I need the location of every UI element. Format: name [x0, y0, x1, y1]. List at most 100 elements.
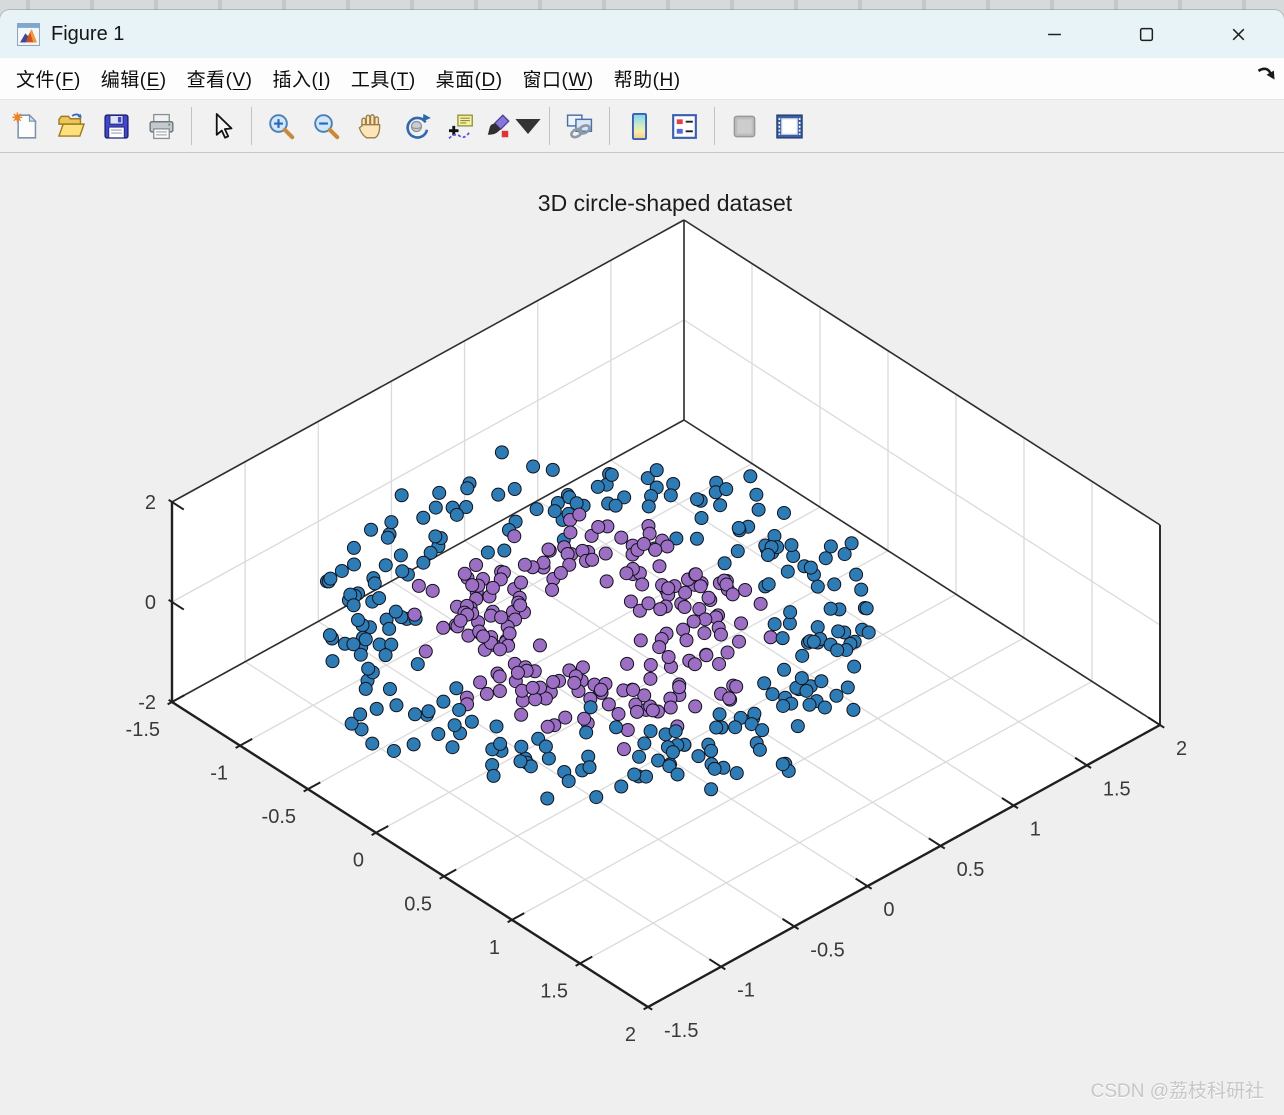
scatter-point[interactable] — [799, 683, 814, 698]
scatter-point[interactable] — [514, 575, 528, 590]
scatter-point[interactable] — [358, 632, 373, 647]
scatter-point[interactable] — [346, 637, 361, 652]
scatter-point[interactable] — [689, 531, 704, 546]
scatter-point[interactable] — [365, 736, 380, 751]
scatter-point[interactable] — [614, 779, 629, 794]
scatter-point[interactable] — [760, 548, 775, 563]
scatter-point[interactable] — [713, 498, 728, 513]
scatter-point[interactable] — [861, 625, 876, 640]
scatter-point[interactable] — [344, 716, 359, 731]
scatter-point[interactable] — [837, 547, 852, 562]
scatter-point[interactable] — [729, 766, 744, 781]
scatter-point[interactable] — [761, 577, 776, 592]
scatter-point[interactable] — [486, 768, 501, 783]
scatter-point[interactable] — [353, 707, 368, 722]
insert-colorbar-button[interactable] — [617, 105, 662, 147]
scatter-point[interactable] — [795, 648, 810, 663]
scatter-point[interactable] — [730, 544, 745, 559]
scatter-point[interactable] — [465, 578, 480, 593]
scatter-point[interactable] — [457, 566, 472, 581]
scatter-point[interactable] — [428, 500, 443, 515]
scatter-point[interactable] — [436, 694, 451, 709]
scatter-point[interactable] — [728, 720, 743, 735]
scatter-point[interactable] — [717, 556, 732, 571]
scatter-point[interactable] — [582, 760, 597, 775]
scatter-point[interactable] — [469, 558, 484, 573]
scatter-point[interactable] — [378, 558, 393, 573]
scatter-point[interactable] — [847, 659, 862, 674]
scatter-point[interactable] — [492, 669, 507, 684]
scatter-point[interactable] — [598, 546, 613, 561]
scatter-point[interactable] — [528, 692, 543, 707]
scatter-point[interactable] — [322, 628, 337, 643]
scatter-point[interactable] — [513, 754, 528, 769]
scatter-point[interactable] — [411, 578, 426, 593]
scatter-point[interactable] — [653, 602, 668, 617]
scatter-point[interactable] — [473, 675, 488, 690]
pointer-button[interactable] — [199, 105, 244, 147]
scatter-point[interactable] — [663, 700, 678, 715]
scatter-point[interactable] — [663, 488, 678, 503]
scatter-point[interactable] — [425, 583, 440, 598]
scatter-point[interactable] — [364, 522, 379, 537]
scatter-point[interactable] — [545, 582, 560, 597]
scatter-point[interactable] — [378, 648, 393, 663]
brush-button[interactable] — [484, 105, 542, 147]
scatter-point[interactable] — [652, 559, 667, 574]
scatter-point[interactable] — [507, 529, 522, 544]
scatter-point[interactable] — [567, 675, 582, 690]
scatter-point[interactable] — [719, 577, 734, 592]
scatter-point[interactable] — [732, 634, 747, 649]
brush-dropdown-caret-icon[interactable] — [514, 111, 542, 142]
scatter-point[interactable] — [627, 767, 642, 782]
scatter-point[interactable] — [620, 656, 635, 671]
scatter-point[interactable] — [775, 631, 790, 646]
scatter-point[interactable] — [382, 621, 397, 636]
scatter-point[interactable] — [637, 736, 652, 751]
scatter-point[interactable] — [407, 607, 422, 622]
scatter-point[interactable] — [725, 587, 740, 602]
scatter-point[interactable] — [844, 536, 859, 551]
scatter-point[interactable] — [660, 539, 675, 554]
scatter-point[interactable] — [752, 742, 767, 757]
scatter-point[interactable] — [502, 626, 517, 641]
scatter-point[interactable] — [436, 620, 451, 635]
scatter-point[interactable] — [678, 585, 693, 600]
scatter-point[interactable] — [783, 605, 798, 620]
scatter-point[interactable] — [541, 751, 556, 766]
menu-item-f[interactable]: 文件(F) — [16, 70, 81, 91]
scatter-point[interactable] — [641, 596, 656, 611]
scatter-point[interactable] — [346, 598, 361, 613]
scatter-point[interactable] — [388, 604, 403, 619]
pan-button[interactable] — [349, 105, 394, 147]
scatter-point[interactable] — [616, 742, 631, 757]
menu-item-h[interactable]: 帮助(H) — [613, 70, 681, 91]
scatter-point[interactable] — [325, 654, 340, 669]
scatter-point[interactable] — [743, 469, 758, 484]
scatter-point[interactable] — [553, 565, 568, 580]
scatter-point[interactable] — [784, 538, 799, 553]
scatter-point[interactable] — [418, 644, 433, 659]
scatter-point[interactable] — [395, 564, 410, 579]
scatter-point[interactable] — [626, 682, 641, 697]
scatter-point[interactable] — [840, 680, 855, 695]
scatter-point[interactable] — [358, 681, 373, 696]
scatter-point[interactable] — [459, 500, 474, 514]
scatter-point[interactable] — [814, 674, 829, 689]
scatter-point[interactable] — [346, 540, 361, 555]
menu-item-d[interactable]: 桌面(D) — [435, 70, 503, 91]
scatter-point[interactable] — [579, 725, 594, 740]
scatter-point[interactable] — [529, 502, 544, 517]
scatter-point[interactable] — [540, 719, 555, 734]
scatter-point[interactable] — [538, 739, 553, 754]
scatter-point[interactable] — [701, 590, 716, 605]
menu-item-i[interactable]: 插入(I) — [272, 70, 331, 91]
scatter-point[interactable] — [632, 749, 647, 764]
scatter-point[interactable] — [585, 552, 600, 567]
scatter-point[interactable] — [757, 676, 772, 691]
scatter-point[interactable] — [619, 566, 634, 581]
scatter-point[interactable] — [489, 719, 504, 734]
scatter-point[interactable] — [593, 682, 608, 697]
scatter-point[interactable] — [620, 723, 635, 738]
scatter-point[interactable] — [661, 581, 676, 596]
